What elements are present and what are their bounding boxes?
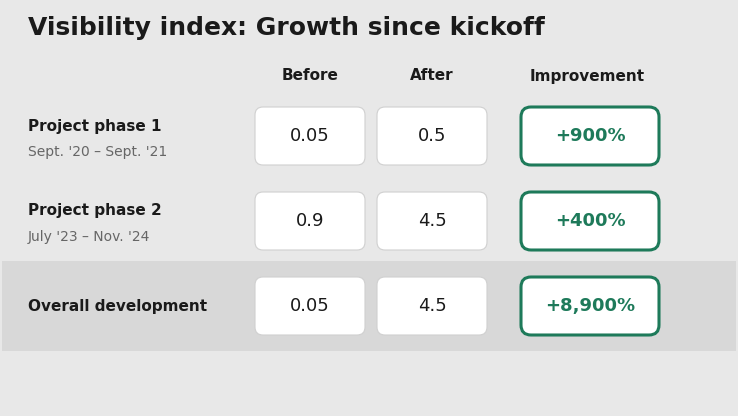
Text: 0.9: 0.9 [296,212,324,230]
Text: Project phase 1: Project phase 1 [28,119,162,134]
FancyBboxPatch shape [521,192,659,250]
FancyBboxPatch shape [521,107,659,165]
FancyBboxPatch shape [255,192,365,250]
Text: Project phase 2: Project phase 2 [28,203,162,218]
Text: Improvement: Improvement [529,69,644,84]
Text: Visibility index: Growth since kickoff: Visibility index: Growth since kickoff [28,16,545,40]
Text: +900%: +900% [555,127,625,145]
Text: 0.05: 0.05 [290,127,330,145]
Text: Sept. '20 – Sept. '21: Sept. '20 – Sept. '21 [28,145,168,159]
Text: July '23 – Nov. '24: July '23 – Nov. '24 [28,230,151,244]
FancyBboxPatch shape [521,277,659,335]
Text: 4.5: 4.5 [418,297,446,315]
Text: 0.05: 0.05 [290,297,330,315]
FancyBboxPatch shape [2,261,736,351]
FancyBboxPatch shape [255,277,365,335]
Text: After: After [410,69,454,84]
Text: +400%: +400% [555,212,625,230]
FancyBboxPatch shape [255,107,365,165]
FancyBboxPatch shape [377,277,487,335]
FancyBboxPatch shape [377,192,487,250]
Text: +8,900%: +8,900% [545,297,635,315]
Text: Overall development: Overall development [28,299,207,314]
Text: Before: Before [281,69,339,84]
Text: 0.5: 0.5 [418,127,446,145]
FancyBboxPatch shape [377,107,487,165]
Text: 4.5: 4.5 [418,212,446,230]
